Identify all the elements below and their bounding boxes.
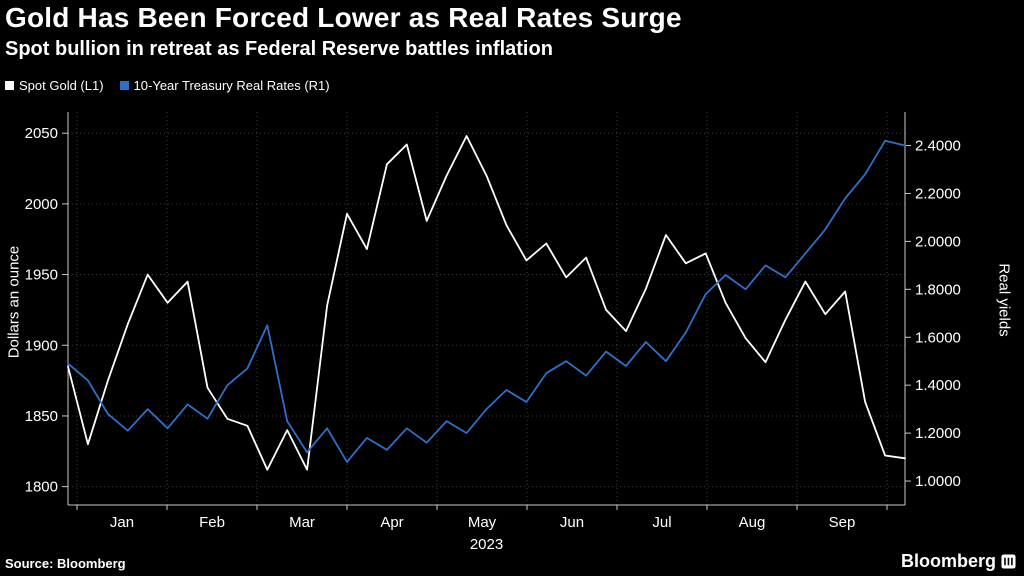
chart-subtitle: Spot bullion in retreat as Federal Reser… [5,38,553,60]
right-axis-tick-label: 2.0000 [915,233,961,250]
legend-label-real-rates: 10-Year Treasury Real Rates (R1) [133,78,330,93]
right-axis-tick-label: 1.6000 [915,329,961,346]
left-axis-tick-label: 2000 [25,196,58,213]
bloomberg-logo: Bloomberg [901,551,1016,572]
chart-title: Gold Has Been Forced Lower as Real Rates… [5,2,682,33]
left-axis-tick-label: 1850 [25,408,58,425]
month-label: Feb [199,514,225,531]
month-label: Jan [110,514,134,531]
month-label: Sep [829,514,856,531]
right-axis-tick-label: 1.2000 [915,425,961,442]
left-axis-tick-label: 1950 [25,267,58,284]
left-axis-tick-label: 2050 [25,125,58,142]
right-axis-tick-label: 2.2000 [915,185,961,202]
month-label: Aug [739,514,766,531]
legend-item-spot-gold: Spot Gold (L1) [5,78,104,93]
left-axis-tick-label: 1800 [25,479,58,496]
bloomberg-wordmark: Bloomberg [900,551,996,571]
series-line-1 [67,139,906,463]
month-label: Jun [560,514,584,531]
month-label: Jul [652,514,671,531]
series-line-0 [67,135,906,471]
right-axis-tick-label: 1.8000 [915,281,961,298]
month-label: Mar [289,514,315,531]
source-text: Source: Bloomberg [5,556,126,571]
month-label: May [468,514,497,531]
legend-label-spot-gold: Spot Gold (L1) [19,78,104,93]
month-label: Apr [380,514,403,531]
right-axis-tick-label: 1.0000 [915,473,961,490]
legend-item-real-rates: 10-Year Treasury Real Rates (R1) [119,78,330,93]
legend: Spot Gold (L1) 10-Year Treasury Real Rat… [5,78,330,93]
right-axis-tick-label: 1.4000 [915,377,961,394]
bloomberg-terminal-icon [1001,554,1016,569]
legend-swatch-spot-gold [5,81,14,90]
left-axis-tick-label: 1900 [25,337,58,354]
year-label: 2023 [470,536,503,553]
right-axis-tick-label: 2.4000 [915,138,961,155]
legend-swatch-real-rates [119,81,129,90]
